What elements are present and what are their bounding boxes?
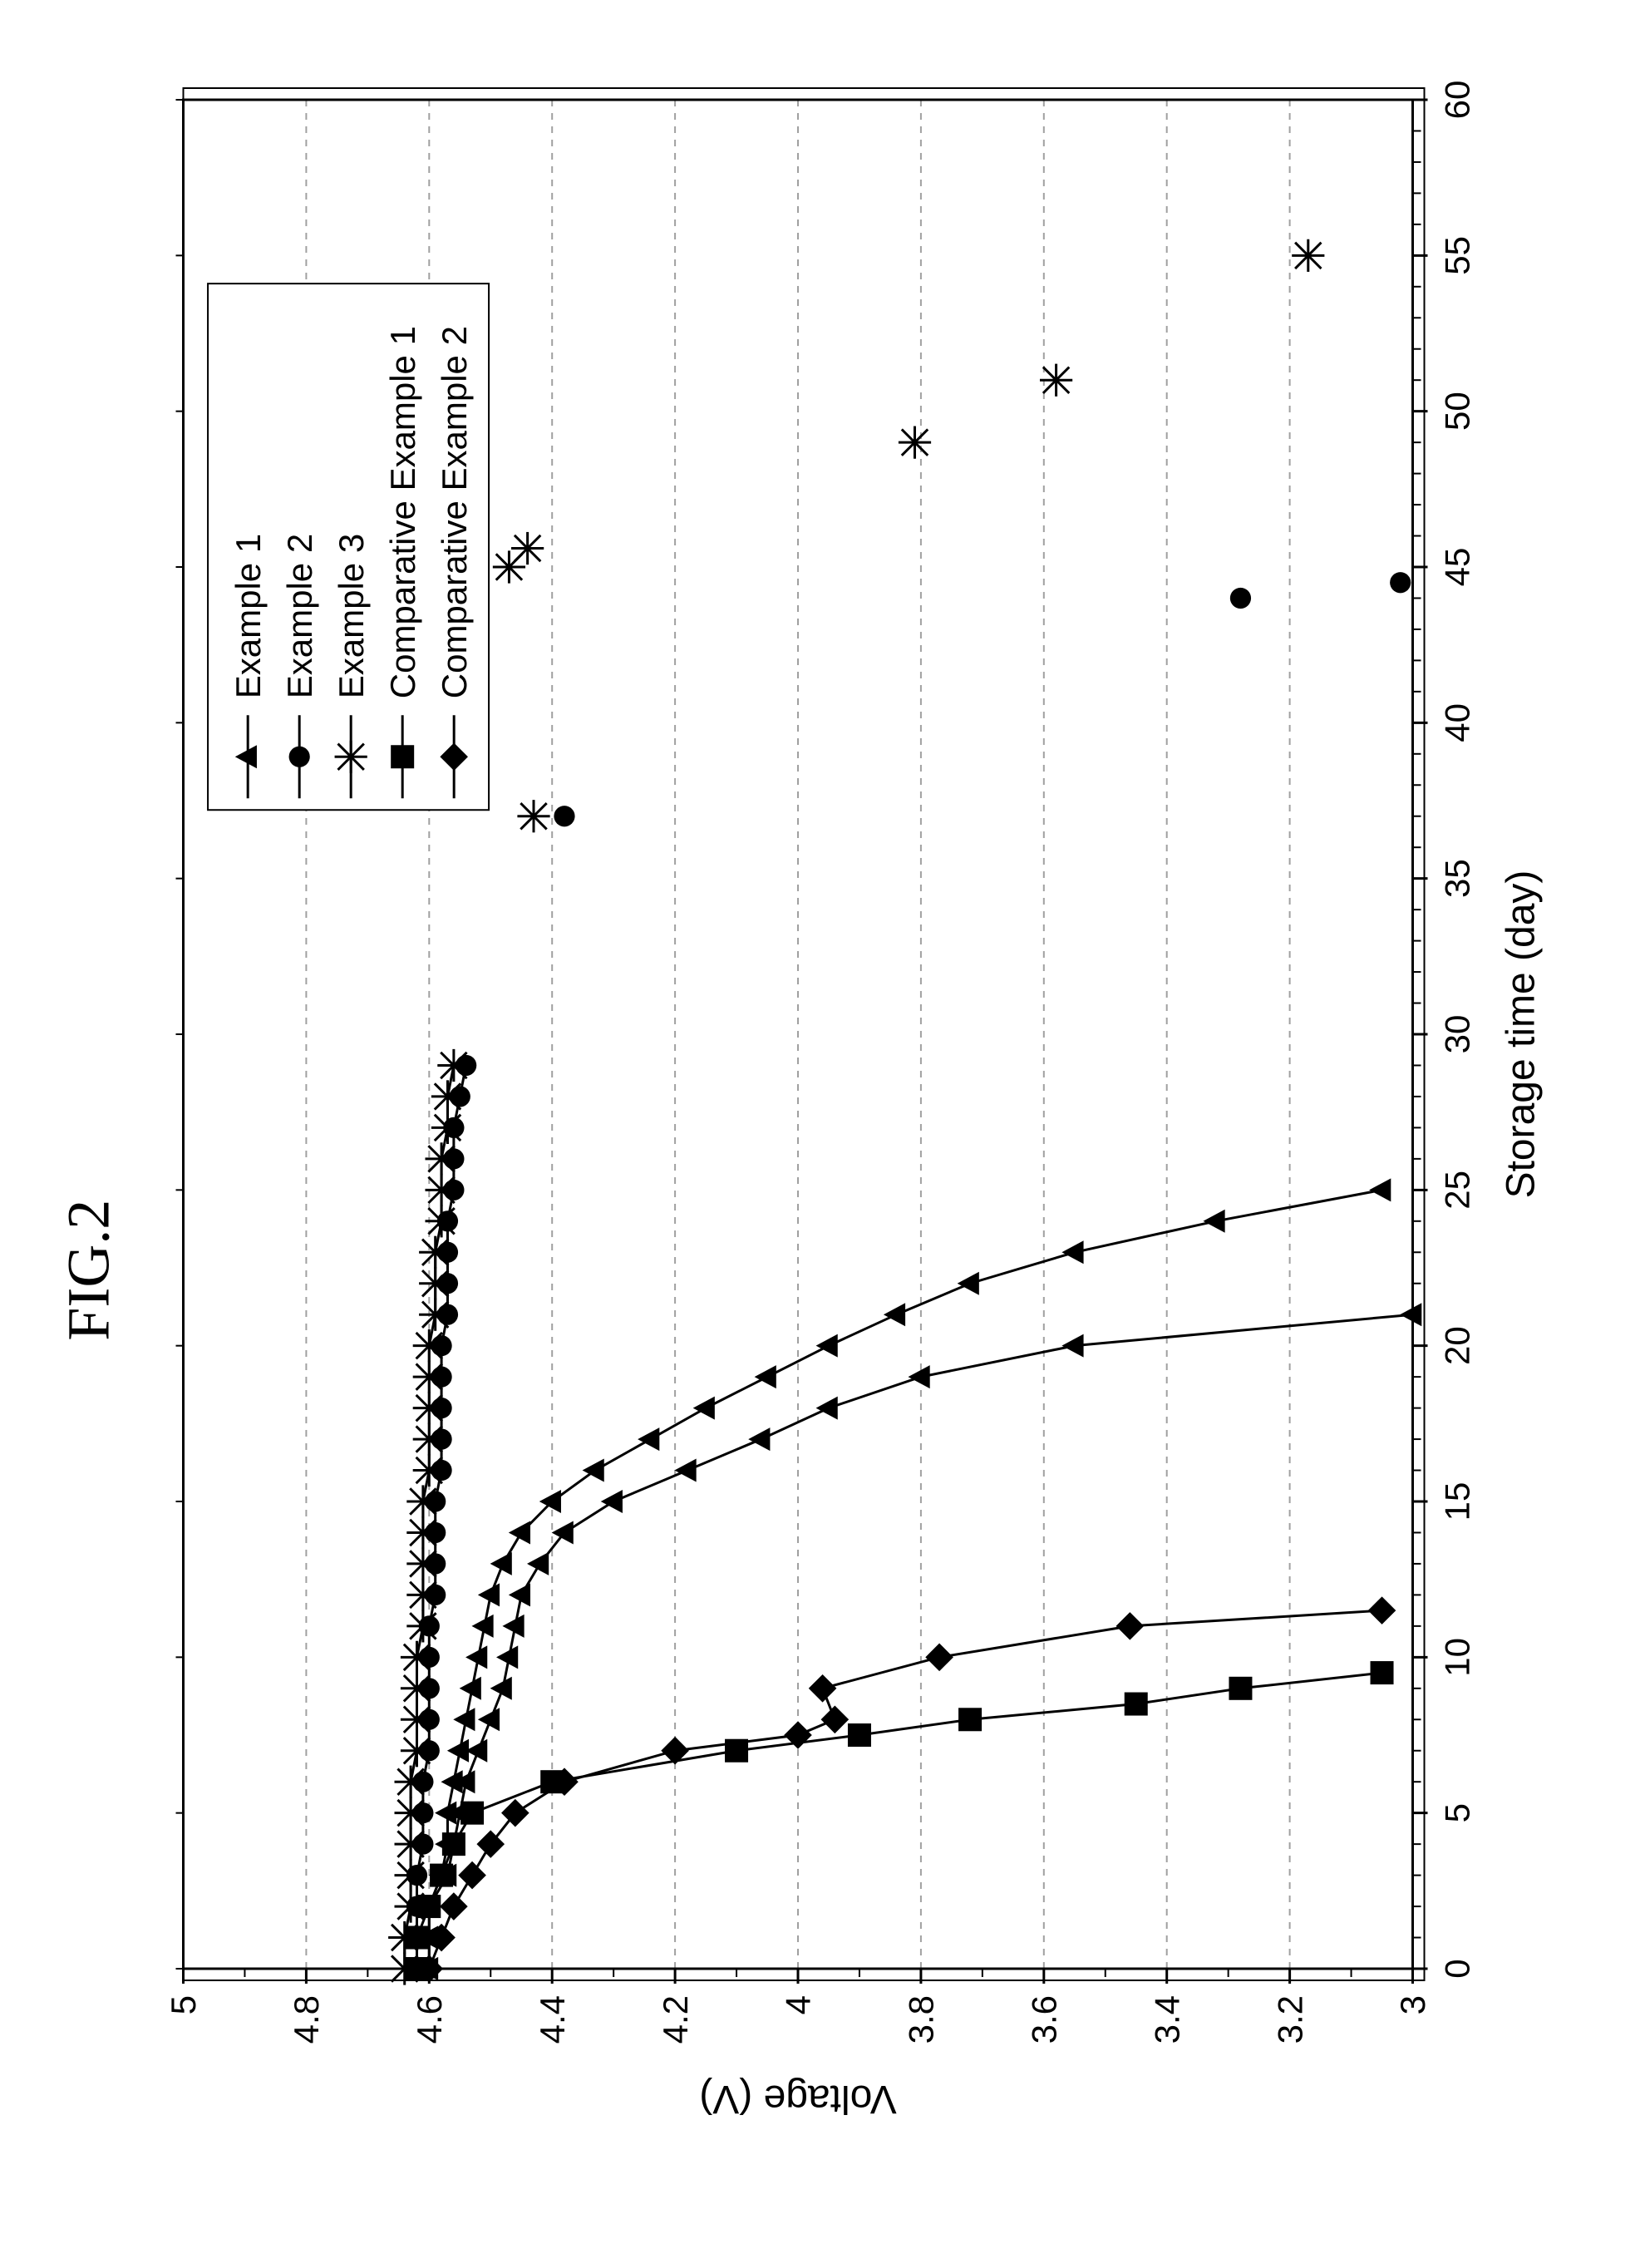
svg-text:10: 10 [1437, 1638, 1476, 1677]
svg-text:25: 25 [1437, 1171, 1476, 1210]
svg-text:3.8: 3.8 [901, 1995, 940, 2044]
svg-text:4.8: 4.8 [287, 1995, 326, 2044]
svg-text:35: 35 [1437, 859, 1476, 898]
svg-text:60: 60 [1437, 81, 1476, 120]
svg-text:50: 50 [1437, 392, 1476, 431]
svg-text:30: 30 [1437, 1015, 1476, 1054]
svg-text:5: 5 [164, 1995, 203, 2014]
svg-text:3.4: 3.4 [1147, 1995, 1186, 2044]
svg-text:Example 2: Example 2 [279, 534, 318, 698]
rotated-canvas: FIG.205101520253035404550556033.23.43.63… [0, 0, 1645, 2268]
svg-text:4: 4 [778, 1995, 817, 2014]
svg-text:55: 55 [1437, 236, 1476, 275]
svg-text:0: 0 [1437, 1959, 1476, 1978]
svg-text:Comparative Example 2: Comparative Example 2 [434, 326, 473, 698]
svg-text:4.2: 4.2 [655, 1995, 694, 2044]
svg-text:4.6: 4.6 [410, 1995, 449, 2044]
svg-text:Example 1: Example 1 [228, 534, 267, 698]
svg-text:5: 5 [1437, 1803, 1476, 1822]
svg-text:FIG.2: FIG.2 [55, 1200, 121, 1341]
svg-text:20: 20 [1437, 1326, 1476, 1365]
chart-svg: FIG.205101520253035404550556033.23.43.63… [0, 0, 1645, 2268]
svg-text:3: 3 [1393, 1995, 1432, 2014]
svg-text:15: 15 [1437, 1482, 1476, 1521]
svg-text:45: 45 [1437, 548, 1476, 587]
page: FIG.205101520253035404550556033.23.43.63… [0, 0, 1645, 2268]
svg-text:Voltage (V): Voltage (V) [699, 2077, 896, 2121]
svg-text:40: 40 [1437, 703, 1476, 742]
svg-text:3.6: 3.6 [1024, 1995, 1063, 2044]
svg-text:4.4: 4.4 [532, 1995, 571, 2044]
svg-text:Comparative Example 1: Comparative Example 1 [382, 326, 421, 698]
svg-text:Example 3: Example 3 [331, 534, 370, 698]
svg-text:3.2: 3.2 [1270, 1995, 1309, 2044]
svg-text:Storage time (day): Storage time (day) [1499, 870, 1543, 1199]
